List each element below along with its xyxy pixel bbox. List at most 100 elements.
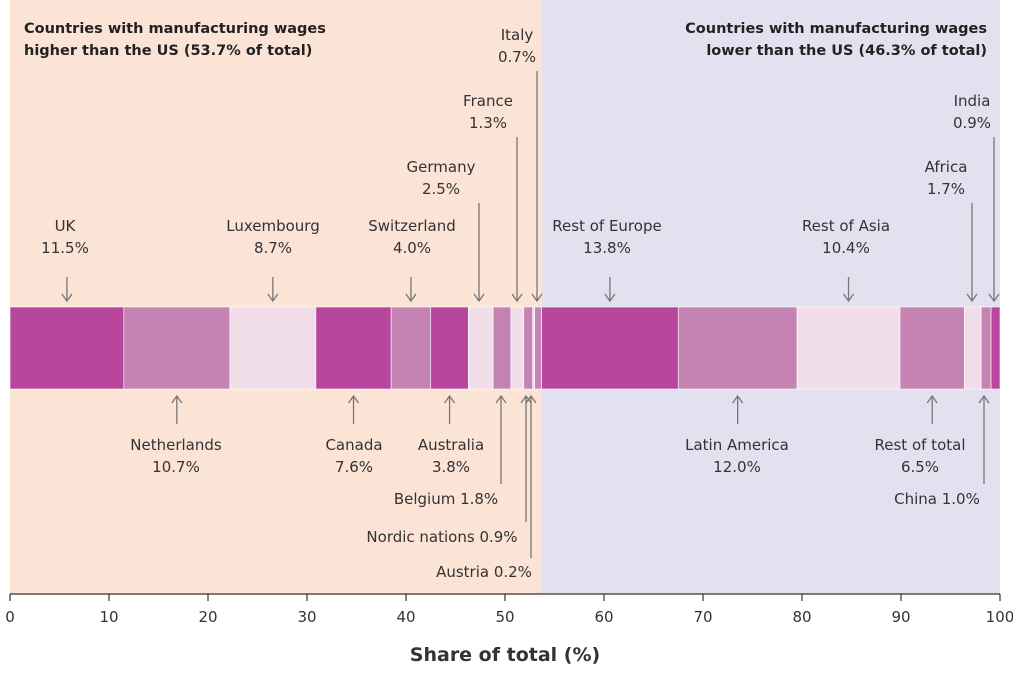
segment-uk-arrow bbox=[61, 277, 73, 303]
segment-rest-of-europe-label-line: Rest of Europe bbox=[552, 217, 661, 235]
region-header-line: Countries with manufacturing wages bbox=[685, 21, 987, 37]
segment-rest-of-total-label: Rest of total 6.5% bbox=[875, 436, 966, 476]
segment-austria-label: Austria 0.2% bbox=[436, 563, 532, 581]
segment-netherlands-bar bbox=[123, 306, 231, 390]
segment-china-bar bbox=[980, 306, 992, 390]
segment-belgium-bar bbox=[492, 306, 512, 390]
segment-luxembourg-label: Luxembourg 8.7% bbox=[226, 217, 320, 257]
segment-switzerland-bar bbox=[390, 306, 432, 390]
stacked-bar bbox=[9, 306, 1001, 390]
segment-rest-of-europe-label-line: 13.8% bbox=[583, 239, 631, 257]
region-header-line: Countries with manufacturing wages bbox=[24, 21, 326, 37]
segment-latin-america-label: Latin America 12.0% bbox=[685, 436, 789, 476]
segment-switzerland-label: Switzerland 4.0% bbox=[368, 217, 456, 257]
x-tick-label: 100 bbox=[986, 608, 1013, 626]
region-higher-header: Countries with manufacturing wages higher… bbox=[24, 21, 326, 59]
label-arrows bbox=[61, 71, 1000, 558]
segment-rest-of-asia-label: Rest of Asia 10.4% bbox=[802, 217, 890, 257]
segment-nordic-nations-label: Nordic nations 0.9% bbox=[366, 528, 517, 546]
segment-india-label-line: India bbox=[954, 92, 991, 110]
segment-rest-of-asia-arrow bbox=[843, 277, 855, 303]
segment-africa-arrow bbox=[966, 203, 978, 303]
segment-rest-of-total-arrow bbox=[926, 394, 938, 424]
segment-china-label-line: China 1.0% bbox=[894, 490, 980, 508]
segment-switzerland-label-line: 4.0% bbox=[393, 239, 431, 257]
segment-austria-label-line: Austria 0.2% bbox=[436, 563, 532, 581]
segment-australia-label-line: 3.8% bbox=[432, 458, 470, 476]
segment-germany-label: Germany 2.5% bbox=[407, 158, 476, 198]
segment-africa-label: Africa 1.7% bbox=[925, 158, 968, 198]
segment-rest-of-asia-bar bbox=[796, 306, 901, 390]
segment-germany-arrow bbox=[473, 203, 485, 303]
segment-belgium-label: Belgium 1.8% bbox=[394, 490, 498, 508]
segment-france-label-line: France bbox=[463, 92, 513, 110]
segment-latin-america-bar bbox=[677, 306, 798, 390]
segment-france-label-line: 1.3% bbox=[469, 114, 507, 132]
segment-australia-bar bbox=[430, 306, 469, 390]
segment-netherlands-arrow bbox=[171, 394, 183, 424]
segment-latin-america-label-line: Latin America bbox=[685, 436, 789, 454]
segment-africa-label-line: Africa bbox=[925, 158, 968, 176]
x-tick-label: 60 bbox=[594, 608, 613, 626]
segment-italy-label-line: 0.7% bbox=[498, 48, 536, 66]
segment-france-label: France 1.3% bbox=[463, 92, 513, 132]
segment-netherlands-label-line: 10.7% bbox=[152, 458, 200, 476]
region-lower-background bbox=[541, 0, 1000, 594]
segment-china-arrow bbox=[978, 394, 990, 484]
segment-latin-america-arrow bbox=[732, 394, 744, 424]
segment-canada-label: Canada 7.6% bbox=[325, 436, 382, 476]
x-tick-label: 70 bbox=[693, 608, 712, 626]
segment-italy-arrow bbox=[531, 71, 543, 303]
segment-nordic-nations-label-line: Nordic nations 0.9% bbox=[366, 528, 517, 546]
x-tick-label: 40 bbox=[396, 608, 415, 626]
segment-uk-label-line: UK bbox=[55, 217, 77, 235]
segment-germany-label-line: Germany bbox=[407, 158, 476, 176]
segment-nordic-nations-bar bbox=[523, 306, 534, 390]
x-tick-label: 0 bbox=[5, 608, 15, 626]
x-tick-label: 10 bbox=[99, 608, 118, 626]
segment-germany-label-line: 2.5% bbox=[422, 180, 460, 198]
x-tick-label: 30 bbox=[297, 608, 316, 626]
segment-luxembourg-label-line: Luxembourg bbox=[226, 217, 320, 235]
segment-canada-arrow bbox=[348, 394, 360, 424]
x-axis-title: Share of total (%) bbox=[410, 644, 600, 666]
segment-rest-of-europe-label: Rest of Europe 13.8% bbox=[552, 217, 661, 257]
background-regions bbox=[10, 0, 1000, 594]
segment-netherlands-label: Netherlands 10.7% bbox=[130, 436, 222, 476]
segment-canada-label-line: 7.6% bbox=[335, 458, 373, 476]
x-tick-label: 90 bbox=[891, 608, 910, 626]
segment-canada-label-line: Canada bbox=[325, 436, 382, 454]
segment-india-label-line: 0.9% bbox=[953, 114, 991, 132]
segment-belgium-arrow bbox=[495, 394, 507, 484]
segment-italy-bar bbox=[534, 306, 542, 390]
segment-rest-of-total-bar bbox=[899, 306, 965, 390]
segment-luxembourg-label-line: 8.7% bbox=[254, 239, 292, 257]
segment-canada-bar bbox=[315, 306, 392, 390]
segment-australia-arrow bbox=[444, 394, 456, 424]
segment-austria-arrow bbox=[525, 394, 537, 558]
segment-labels: UK 11.5% Netherlands 10.7% Luxembourg 8.7% Can… bbox=[41, 26, 991, 581]
segment-switzerland-arrow bbox=[405, 277, 417, 303]
region-lower-header: Countries with manufacturing wages lower … bbox=[685, 21, 987, 59]
segment-netherlands-label-line: Netherlands bbox=[130, 436, 222, 454]
x-axis: 0 10 20 30 40 50 60 70 80 90 100 bbox=[5, 593, 1013, 626]
x-tick-label: 50 bbox=[495, 608, 514, 626]
segment-switzerland-label-line: Switzerland bbox=[368, 217, 456, 235]
region-header-line: lower than the US (46.3% of total) bbox=[706, 43, 987, 59]
segment-rest-of-europe-arrow bbox=[604, 277, 616, 303]
segment-uk-bar bbox=[9, 306, 125, 390]
segment-uk-label-line: 11.5% bbox=[41, 239, 89, 257]
segment-belgium-label-line: Belgium 1.8% bbox=[394, 490, 498, 508]
segment-india-label: India 0.9% bbox=[953, 92, 991, 132]
region-header-line: higher than the US (53.7% of total) bbox=[24, 43, 312, 59]
segment-rest-of-europe-bar bbox=[541, 306, 679, 390]
segment-luxembourg-arrow bbox=[267, 277, 279, 303]
segment-india-arrow bbox=[988, 137, 1000, 303]
segment-china-label: China 1.0% bbox=[894, 490, 980, 508]
region-headers: Countries with manufacturing wages higher… bbox=[24, 21, 987, 59]
segment-rest-of-asia-label-line: 10.4% bbox=[822, 239, 870, 257]
segment-france-bar bbox=[510, 306, 525, 390]
x-tick-label: 20 bbox=[198, 608, 217, 626]
segment-rest-of-total-label-line: Rest of total bbox=[875, 436, 966, 454]
